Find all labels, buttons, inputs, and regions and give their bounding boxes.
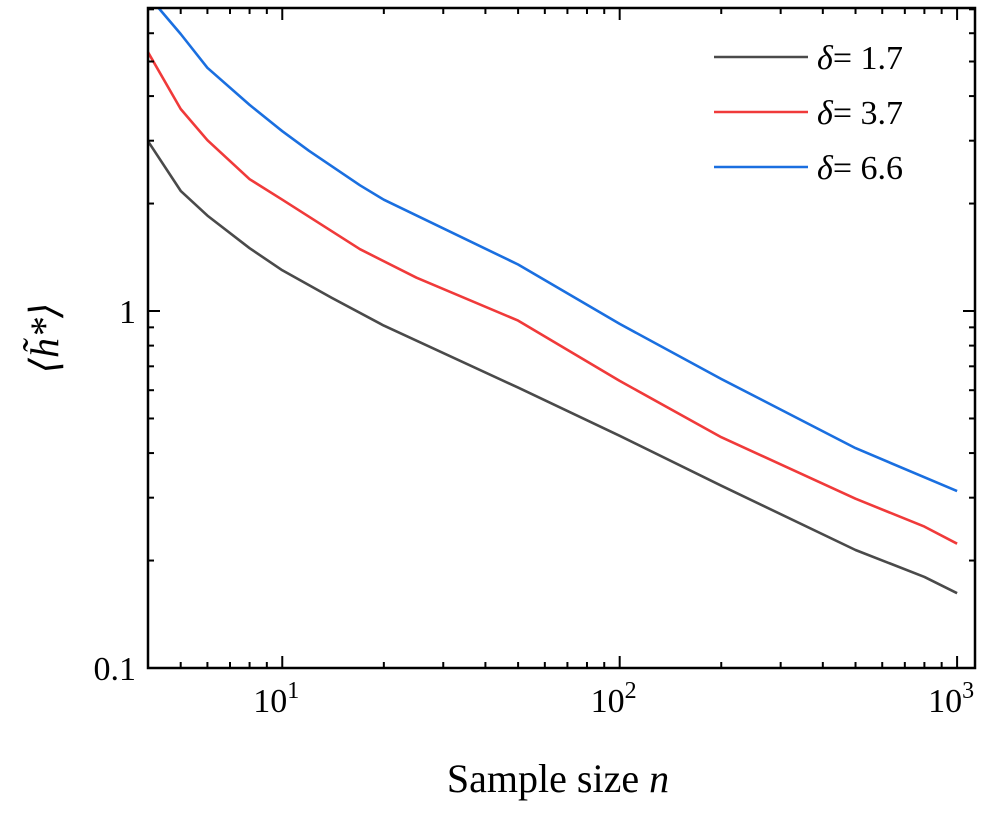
x-tick-label: 101 xyxy=(253,678,299,720)
series-line-2 xyxy=(157,7,958,493)
ticks-layer xyxy=(147,8,975,669)
y-axis-title: ⟨h̃*⟩ xyxy=(22,302,67,373)
legend-label-0: δ= 1.7 xyxy=(817,40,903,77)
legend-label-2: δ= 6.6 xyxy=(817,150,903,187)
tick-labels: 101 102 103 0.1 1 xyxy=(94,294,975,720)
x-tick-label: 102 xyxy=(591,678,637,720)
series-line-1 xyxy=(146,51,958,545)
x-tick-label: 103 xyxy=(928,678,974,720)
legend: δ= 1.7 δ= 3.7 δ= 6.6 xyxy=(714,40,903,187)
series-line-0 xyxy=(146,140,958,595)
series-layer xyxy=(146,7,958,595)
plot-frame xyxy=(146,6,977,670)
y-tick-label: 0.1 xyxy=(94,651,137,688)
legend-label-1: δ= 3.7 xyxy=(817,95,903,132)
x-axis-title: Sample size n xyxy=(447,756,669,801)
y-tick-label: 1 xyxy=(119,294,136,331)
